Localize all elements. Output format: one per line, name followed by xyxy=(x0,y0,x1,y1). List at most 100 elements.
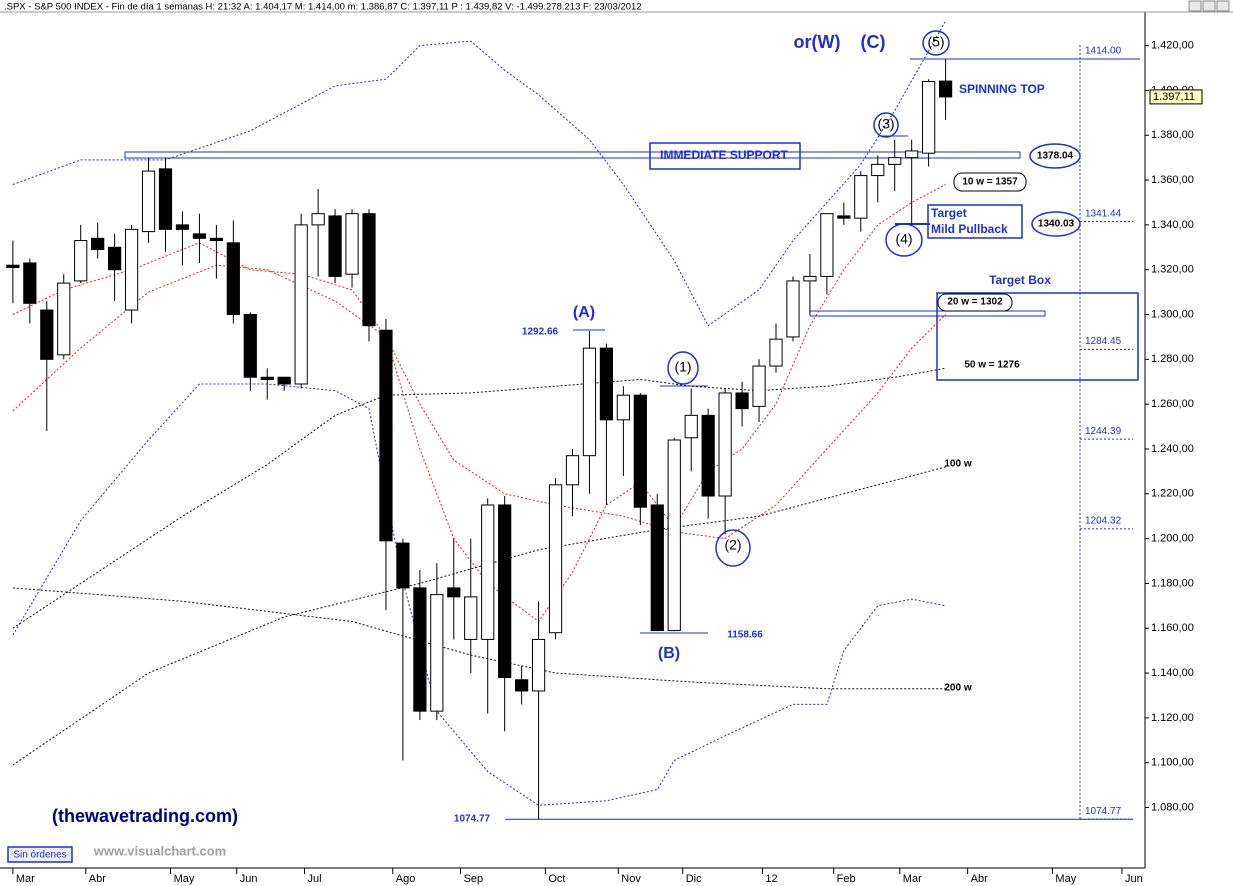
annotation: (A) xyxy=(573,304,595,321)
x-tick-label: Oct xyxy=(548,873,565,885)
candle-body xyxy=(565,455,580,486)
candle-body xyxy=(786,280,800,338)
candle-body xyxy=(599,347,614,421)
annotation: SPINNING TOP xyxy=(959,82,1045,96)
annotation: 50 w = 1276 xyxy=(964,360,1020,371)
x-tick-label: Feb xyxy=(837,873,856,885)
y-tick-label: 1.360,00 xyxy=(1151,174,1194,186)
y-tick-label: 1.140,00 xyxy=(1151,667,1194,679)
annotation-circle xyxy=(1029,143,1081,169)
candle-body xyxy=(345,213,359,275)
x-tick-label: Ago xyxy=(396,873,416,885)
annotation: 1378.04 xyxy=(1037,151,1074,162)
candle-body xyxy=(260,376,274,380)
candle-body xyxy=(888,157,902,165)
candle-body xyxy=(158,168,173,230)
candle-body xyxy=(820,213,834,277)
annotation: 20 w = 1302 xyxy=(947,297,1003,308)
annotation-box xyxy=(937,293,1013,312)
candle-body xyxy=(498,504,512,679)
candle-body xyxy=(362,213,376,327)
candle-body xyxy=(226,242,240,316)
level-label: 1074.77 xyxy=(1085,806,1122,817)
annotation: (4) xyxy=(895,231,912,247)
annotation-circle xyxy=(873,112,899,138)
x-tick-label: May xyxy=(174,873,195,885)
x-tick-label: Sep xyxy=(464,873,484,885)
candle-body xyxy=(464,596,478,640)
candle-body xyxy=(854,175,868,219)
level-label: 1244.39 xyxy=(1085,426,1122,437)
x-tick-label: Mar xyxy=(16,873,35,885)
price-tag-box xyxy=(1149,89,1203,105)
moving-average-line xyxy=(12,367,946,629)
close-button[interactable] xyxy=(1216,0,1230,12)
x-tick-label: Jun xyxy=(1125,873,1143,885)
candle-body xyxy=(905,150,919,159)
annotation: www.visualchart.com xyxy=(93,843,226,858)
x-tick-label: Abr xyxy=(971,873,988,885)
candle-body xyxy=(752,365,766,407)
candle-body xyxy=(192,233,207,239)
candle-body xyxy=(667,439,681,631)
x-tick-label: Nov xyxy=(621,873,641,885)
level-label: 1204.32 xyxy=(1085,516,1122,527)
candle-body xyxy=(769,338,783,367)
y-tick-label: 1.160,00 xyxy=(1151,622,1194,634)
candle-body xyxy=(871,163,885,177)
annotation: 1340.03 xyxy=(1038,219,1075,230)
moving-average-line xyxy=(12,184,946,623)
candle-body xyxy=(735,392,749,410)
annotation: (thewavetrading.com) xyxy=(52,806,238,826)
candle-body xyxy=(548,484,563,634)
x-tick-label: 12 xyxy=(765,873,777,885)
annotation: (5) xyxy=(927,34,944,50)
price-tag: 1.397,11 xyxy=(1153,91,1195,103)
annotation-box xyxy=(7,846,73,863)
annotation: (2) xyxy=(724,537,741,553)
header: .SPX - S&P 500 INDEX - Fin de día 1 sema… xyxy=(4,2,642,13)
candle-body xyxy=(175,224,190,230)
y-tick-label: 1.100,00 xyxy=(1151,757,1194,769)
moving-average-line xyxy=(12,466,946,766)
candle-body xyxy=(684,414,698,439)
annotation: Target Box xyxy=(989,273,1051,287)
candle-body xyxy=(582,347,597,457)
candle-body xyxy=(938,80,953,98)
annotation: Target xyxy=(931,206,967,220)
window-buttons[interactable] xyxy=(1188,0,1230,12)
annotation-circle xyxy=(1031,211,1081,237)
candle-body xyxy=(379,329,393,542)
annotation: 1292.66 xyxy=(522,327,559,338)
annotation: 1074.77 xyxy=(454,814,491,825)
candle-body xyxy=(718,392,732,497)
annotation: 10 w = 1357 xyxy=(962,177,1018,188)
candle-body xyxy=(141,170,156,233)
candle-body xyxy=(515,679,529,692)
annotation: or(W) xyxy=(794,32,841,52)
annotation: (3) xyxy=(877,116,894,132)
annotation-circle xyxy=(922,30,950,56)
y-tick-label: 1.300,00 xyxy=(1151,308,1194,320)
annotation: 1158.66 xyxy=(727,630,763,641)
candle-body xyxy=(311,213,325,226)
y-tick-label: 1.380,00 xyxy=(1151,129,1194,141)
candle-body xyxy=(413,587,427,712)
annotation: (B) xyxy=(658,645,680,662)
x-tick-label: May xyxy=(1055,873,1076,885)
x-tick-label: Jul xyxy=(308,873,322,885)
candle-body xyxy=(922,80,936,154)
maximize-button[interactable] xyxy=(1202,0,1216,12)
candle-body xyxy=(531,638,546,692)
annotation-box xyxy=(953,172,1027,192)
candle-body xyxy=(243,314,257,378)
candle-body xyxy=(277,376,291,385)
y-tick-label: 1.340,00 xyxy=(1151,219,1194,231)
minimize-button[interactable] xyxy=(1188,0,1202,12)
candle-body xyxy=(701,414,715,497)
y-tick-label: 1.320,00 xyxy=(1151,264,1194,276)
candle-body xyxy=(430,594,444,712)
x-tick-label: Dic xyxy=(686,873,702,885)
